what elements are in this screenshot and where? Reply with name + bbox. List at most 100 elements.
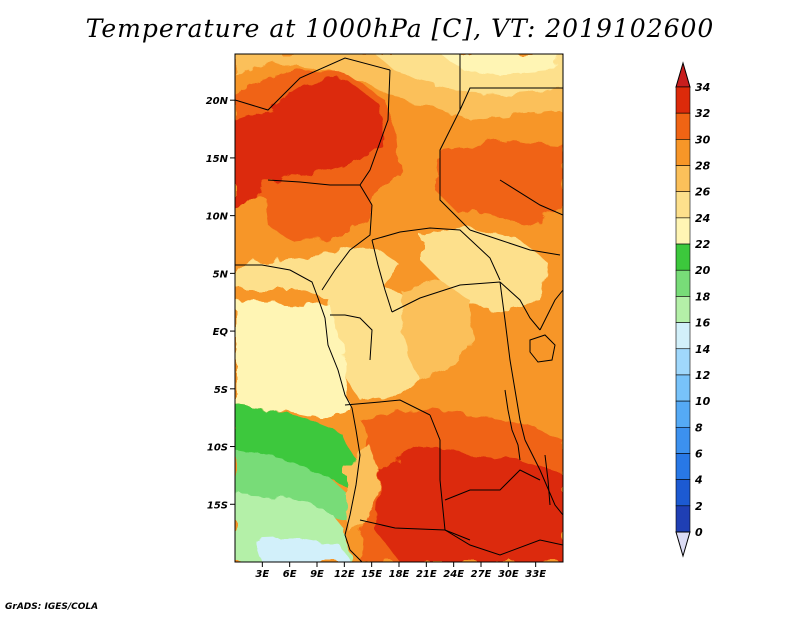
colorbar-label: 8: [695, 421, 703, 434]
lon-tick-label: 21E: [416, 569, 437, 580]
colorbar-band: [675, 426, 691, 454]
colorbar-label: 34: [695, 81, 710, 94]
region-namib-coast-28: [345, 445, 380, 535]
coastline-west: [235, 264, 363, 562]
region-atlantic-16: [255, 538, 350, 562]
colorbar-band: [675, 112, 691, 140]
lon-tick-label: 6E: [283, 569, 297, 580]
colorbar-band: [675, 400, 691, 428]
border-mali-niger: [235, 57, 391, 111]
border-angola-south: [359, 519, 471, 541]
colorbar-band: [675, 322, 691, 350]
border-niger-chad: [359, 69, 391, 206]
colorbar-under-triangle: [675, 531, 691, 558]
colorbar-band: [675, 296, 691, 323]
lat-tick-label: EQ: [213, 327, 229, 338]
border-zambia: [444, 469, 541, 501]
region-kalahari-hottest: [375, 448, 563, 562]
border-cameroon-car: [371, 239, 393, 313]
border-south-sudan: [469, 229, 561, 256]
lat-tick-label: 15N: [206, 154, 229, 165]
lon-tick-label: 12E: [334, 569, 355, 580]
border-car: [371, 227, 501, 281]
border-nigeria-cameroon: [321, 204, 373, 291]
border-angola-north: [344, 399, 431, 416]
colorbar-label: 6: [695, 447, 703, 460]
lake-malawi: [544, 454, 551, 506]
border-drc-north: [391, 281, 501, 313]
colorbar-over-triangle: [675, 61, 691, 88]
region-east-africa-26: [420, 228, 545, 310]
lon-tick-label: 15E: [361, 569, 382, 580]
border-gabon-congo: [330, 314, 373, 361]
colorbar-label: 2: [695, 500, 703, 513]
colorbar-band: [675, 139, 691, 166]
lon-tick-label: 27E: [471, 569, 492, 580]
border-ethiopia: [499, 179, 563, 216]
region-sahel-hot: [235, 78, 385, 210]
border-libya-egypt: [459, 87, 563, 111]
region-atlantic-20: [235, 450, 352, 522]
colorbar-band: [675, 269, 691, 297]
lat-tick-label: 5S: [214, 385, 228, 396]
colorbar-label: 32: [695, 107, 711, 120]
lat-tick-label: 10N: [206, 212, 229, 223]
border-tanzania-mozambique: [524, 439, 563, 516]
colorbar-band: [675, 505, 691, 533]
lat-tick-label: 5N: [213, 269, 229, 280]
lat-tick-label: 15S: [207, 500, 228, 511]
border-kenya-east: [539, 289, 563, 331]
country-borders: [235, 54, 563, 562]
region-atlantic-22: [235, 405, 362, 490]
colorbar-label: 24: [695, 212, 710, 225]
border-chad-sudan: [439, 54, 471, 231]
grads-credit: GrADS: IGES/COLA: [5, 602, 99, 612]
colorbar-label: 28: [695, 160, 711, 173]
border-angola-east: [429, 414, 446, 531]
colorbar-band: [675, 86, 691, 114]
region-chad-hot: [262, 180, 370, 242]
colorbar-label: 22: [695, 238, 711, 251]
latitude-axis: 20N 15N 10N 5N EQ 5S 10S 15S: [206, 96, 235, 511]
colorbar-label: 26: [695, 186, 711, 199]
map-title: Temperature at 1000hPa [C], VT: 20191026…: [85, 14, 715, 43]
colorbar-band: [675, 348, 691, 376]
region-congo-inner-28: [400, 280, 475, 380]
lon-tick-label: 30E: [498, 569, 519, 580]
colorbar-band: [675, 374, 691, 402]
colorbar-band: [675, 191, 691, 219]
lon-tick-label: 24E: [443, 569, 464, 580]
colorbar-label: 12: [695, 369, 711, 382]
colorbar-band: [675, 479, 691, 507]
border-namibia-botswana: [444, 529, 563, 556]
region-sudan-hot: [435, 140, 563, 225]
colorbar-label: 4: [694, 474, 703, 487]
region-atlantic-24: [235, 300, 350, 418]
colorbar-label: 20: [695, 264, 711, 277]
colorbar-label: 14: [695, 343, 710, 356]
colorbar-band: [675, 165, 691, 193]
colorbar-band: [675, 217, 691, 245]
colorbar-band: [675, 243, 691, 271]
lon-tick-label: 33E: [525, 569, 546, 580]
lake-tanganyika: [504, 389, 521, 461]
longitude-axis: 3E 6E 9E 12E 15E 18E 21E 24E 27E 30E 33E: [255, 562, 546, 580]
lon-tick-label: 18E: [389, 569, 410, 580]
colorbar-label: 0: [695, 526, 703, 539]
border-drc-east: [499, 281, 526, 441]
colorbar-label: 18: [695, 290, 711, 303]
border-niger-nigeria: [267, 179, 360, 186]
lat-tick-label: 20N: [206, 96, 229, 107]
lake-victoria: [529, 334, 556, 363]
colorbar-label: 30: [695, 133, 711, 146]
region-north-24: [440, 54, 560, 75]
colorbar-label: 16: [695, 317, 711, 330]
border-kenya-uganda: [499, 281, 541, 331]
colorbar-band: [675, 453, 691, 480]
lon-tick-label: 9E: [310, 569, 324, 580]
lon-tick-label: 3E: [255, 569, 269, 580]
lat-tick-label: 10S: [207, 443, 228, 454]
colorbar-label: 10: [695, 395, 711, 408]
